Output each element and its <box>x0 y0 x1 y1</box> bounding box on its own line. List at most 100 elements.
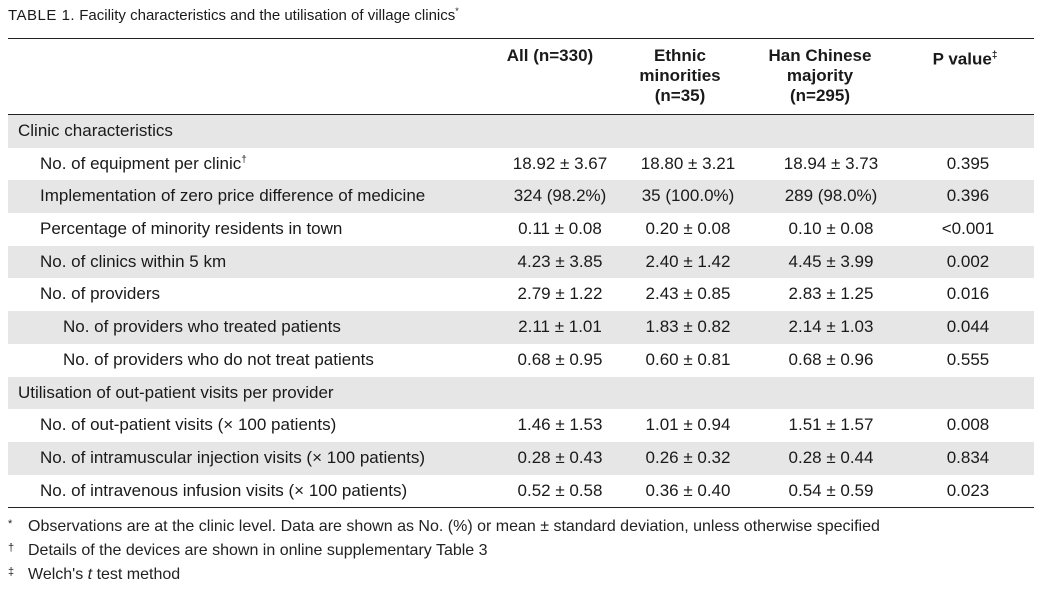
cell-p: 0.396 <box>946 186 990 206</box>
row-label: Percentage of minority residents in town <box>40 213 342 246</box>
cell-all: 0.68 ± 0.95 <box>517 349 603 369</box>
table-row: Percentage of minority residents in town… <box>8 213 1034 246</box>
row-label-text: Utilisation of out-patient visits per pr… <box>18 382 334 402</box>
cell-han: 0.28 ± 0.44 <box>788 447 874 467</box>
caption-footnote-marker: * <box>455 6 459 16</box>
row-label-text: No. of intravenous infusion visits (× 10… <box>40 480 408 500</box>
column-header-han-line-1: Han Chinese <box>768 46 872 65</box>
cell-han: 0.10 ± 0.08 <box>788 219 874 239</box>
row-label: Utilisation of out-patient visits per pr… <box>18 377 334 410</box>
row-label-text: No. of intramuscular injection visits (×… <box>40 447 426 467</box>
cell-p: 0.002 <box>946 251 990 271</box>
row-label-text: No. of clinics within 5 km <box>40 251 227 271</box>
row-label: No. of providers who do not treat patien… <box>63 344 374 377</box>
cell-ethnic: 0.20 ± 0.08 <box>645 219 731 239</box>
footnote-3-text: Welch's t test method <box>28 566 180 583</box>
row-label: Clinic characteristics <box>18 115 173 148</box>
table-body: Clinic characteristics No. of equipment p… <box>8 115 1034 507</box>
row-label-text: Implementation of zero price difference … <box>40 186 426 206</box>
cell-all: 324 (98.2%) <box>513 186 607 206</box>
cell-all: 0.28 ± 0.43 <box>517 447 603 467</box>
row-label-text: No. of providers <box>40 284 160 304</box>
cell-han: 289 (98.0%) <box>784 186 878 206</box>
row-label: No. of out-patient visits (× 100 patient… <box>40 409 336 442</box>
cell-han: 2.14 ± 1.03 <box>788 317 874 337</box>
cell-all: 2.79 ± 1.22 <box>517 284 603 304</box>
column-header-all-line: All (n=330) <box>506 46 594 65</box>
cell-ethnic: 2.43 ± 0.85 <box>645 284 731 304</box>
cell-p: 0.008 <box>946 415 990 435</box>
footnote-3-text-italic: t <box>87 566 93 583</box>
row-label: No. of clinics within 5 km <box>40 246 226 279</box>
table-row: Utilisation of out-patient visits per pr… <box>8 376 1034 410</box>
row-label-text: Clinic characteristics <box>18 121 173 140</box>
table-row: Implementation of zero price difference … <box>8 180 1034 214</box>
table-row: No. of providers who treated patients 2.1… <box>8 311 1034 344</box>
column-header-all: All (n=330) <box>470 46 630 66</box>
cell-all: 1.46 ± 1.53 <box>517 415 603 435</box>
table-title: Facility characteristics and the utilisa… <box>79 7 456 24</box>
table-caption: TABLE 1. Facility characteristics and th… <box>8 6 459 25</box>
cell-ethnic: 1.83 ± 0.82 <box>645 317 731 337</box>
cell-han: 1.51 ± 1.57 <box>788 415 874 435</box>
table-row: No. of intramuscular injection visits (×… <box>8 441 1034 475</box>
row-label: Implementation of zero price difference … <box>40 180 425 213</box>
column-header-p-marker: ‡ <box>991 50 998 61</box>
column-header-p-label: P value <box>932 49 992 69</box>
cell-ethnic: 0.26 ± 0.32 <box>645 447 731 467</box>
table-row: No. of out-patient visits (× 100 patient… <box>8 409 1034 442</box>
table-row: No. of providers who do not treat patien… <box>8 344 1034 377</box>
cell-all: 18.92 ± 3.67 <box>512 153 608 173</box>
cell-p: 0.395 <box>946 153 990 173</box>
row-label-text: No. of equipment per clinic <box>40 153 242 173</box>
cell-han: 0.54 ± 0.59 <box>788 480 874 500</box>
cell-all: 4.23 ± 3.85 <box>517 251 603 271</box>
cell-p: 0.044 <box>946 317 990 337</box>
cell-ethnic: 18.80 ± 3.21 <box>640 153 736 173</box>
cell-all: 2.11 ± 1.01 <box>518 317 602 337</box>
table-row: No. of clinics within 5 km 4.23 ± 3.85 2.4… <box>8 245 1034 279</box>
footnote-2-text: Details of the devices are shown in onli… <box>28 542 488 559</box>
footnote-2: † Details of the devices are shown in onl… <box>8 542 488 560</box>
cell-han: 0.68 ± 0.96 <box>788 349 874 369</box>
row-label-text: Percentage of minority residents in town <box>40 219 343 239</box>
table-top-rule <box>8 38 1034 39</box>
table-row: No. of equipment per clinic† 18.92 ± 3.67… <box>8 148 1034 181</box>
footnote-2-marker: † <box>8 542 15 554</box>
row-label-text: No. of out-patient visits (× 100 patient… <box>40 415 337 435</box>
table-label: TABLE 1. <box>8 7 76 24</box>
cell-han: 2.83 ± 1.25 <box>788 284 874 304</box>
cell-ethnic: 0.60 ± 0.81 <box>645 349 731 369</box>
cell-han: 4.45 ± 3.99 <box>788 251 874 271</box>
row-label-text: No. of providers who treated patients <box>63 317 341 337</box>
cell-ethnic: 35 (100.0%) <box>641 186 735 206</box>
row-label: No. of intravenous infusion visits (× 10… <box>40 475 407 508</box>
column-header-ethnic: Ethnic minorities (n=35) <box>595 46 765 106</box>
row-label-text: No. of providers who do not treat patien… <box>63 349 374 369</box>
cell-all: 0.52 ± 0.58 <box>517 480 603 500</box>
footnote-3-marker: ‡ <box>8 566 15 578</box>
cell-ethnic: 1.01 ± 0.94 <box>645 415 731 435</box>
table-row: Clinic characteristics <box>8 115 1034 148</box>
footnote-3: ‡ Welch's t test method <box>8 566 180 584</box>
column-header-han-line-2: majority <box>786 66 854 85</box>
table-bottom-rule <box>8 507 1034 508</box>
table-row: No. of providers 2.79 ± 1.22 2.43 ± 0.85 2.… <box>8 278 1034 311</box>
cell-all: 0.11 ± 0.08 <box>518 219 602 239</box>
footnote-3-text-before: Welch's <box>28 566 88 583</box>
cell-p: <0.001 <box>941 219 995 239</box>
footnote-1: * Observations are at the clinic level. D… <box>8 518 880 536</box>
column-header-p: P value‡ <box>895 46 1035 70</box>
column-header-han: Han Chinese majority (n=295) <box>735 46 905 106</box>
cell-ethnic: 2.40 ± 1.42 <box>645 251 731 271</box>
table-row: No. of intravenous infusion visits (× 10… <box>8 475 1034 508</box>
row-label: No. of equipment per clinic† <box>40 148 247 181</box>
row-label: No. of intramuscular injection visits (×… <box>40 442 425 475</box>
footnote-1-text: Observations are at the clinic level. Da… <box>28 518 880 535</box>
table-header-rule <box>8 114 1034 115</box>
row-label: No. of providers <box>40 278 160 311</box>
row-label: No. of providers who treated patients <box>63 311 341 344</box>
cell-ethnic: 0.36 ± 0.40 <box>645 480 731 500</box>
footnote-1-marker: * <box>8 518 13 530</box>
column-header-ethnic-line-2: minorities <box>639 66 721 85</box>
